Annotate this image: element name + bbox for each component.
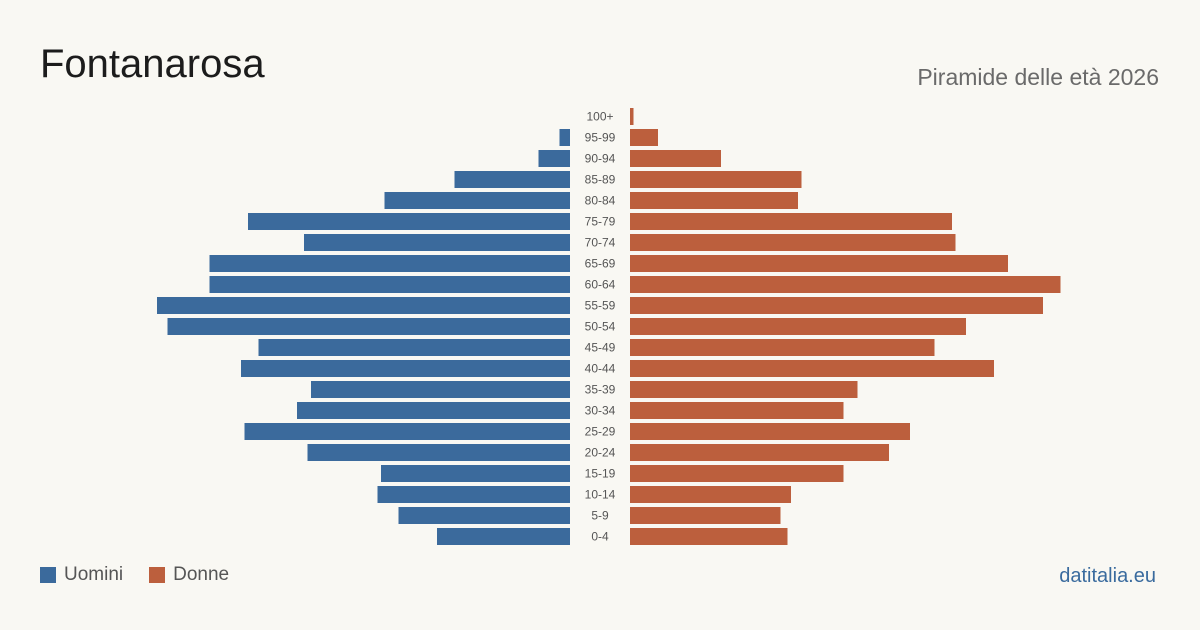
bar-women-25-29 <box>630 423 910 440</box>
bar-men-0-4 <box>437 528 570 545</box>
age-group-label: 50-54 <box>585 320 616 334</box>
bar-women-60-64 <box>630 276 1061 293</box>
age-group-label: 25-29 <box>585 425 616 439</box>
age-group-label: 20-24 <box>585 446 616 460</box>
age-group-label: 30-34 <box>585 404 616 418</box>
bar-men-15-19 <box>381 465 570 482</box>
bar-women-20-24 <box>630 444 889 461</box>
bar-women-30-34 <box>630 402 844 419</box>
bar-men-65-69 <box>209 255 570 272</box>
bar-women-100plus <box>630 108 634 125</box>
age-group-label: 45-49 <box>585 341 616 355</box>
bar-women-10-14 <box>630 486 791 503</box>
age-group-label: 40-44 <box>585 362 616 376</box>
bar-women-85-89 <box>630 171 802 188</box>
age-group-label: 5-9 <box>591 509 609 523</box>
bar-men-35-39 <box>311 381 570 398</box>
bar-men-25-29 <box>244 423 570 440</box>
age-group-label: 80-84 <box>585 194 616 208</box>
age-group-label: 55-59 <box>585 299 616 313</box>
age-group-label: 75-79 <box>585 215 616 229</box>
bar-men-75-79 <box>248 213 570 230</box>
bar-men-30-34 <box>297 402 570 419</box>
source-link[interactable]: datitalia.eu <box>1059 565 1156 587</box>
bar-men-80-84 <box>384 192 570 209</box>
bar-women-95-99 <box>630 129 658 146</box>
legend-item-men: Uomini <box>40 564 123 586</box>
bar-men-10-14 <box>377 486 570 503</box>
age-group-label: 85-89 <box>585 173 616 187</box>
age-group-label: 100+ <box>586 110 613 124</box>
bar-men-40-44 <box>241 360 570 377</box>
bar-women-45-49 <box>630 339 935 356</box>
legend-swatch-men <box>40 567 56 583</box>
age-group-label: 90-94 <box>585 152 616 166</box>
bar-women-35-39 <box>630 381 858 398</box>
legend-label-women: Donne <box>173 564 230 585</box>
bar-men-45-49 <box>258 339 570 356</box>
age-group-label: 95-99 <box>585 131 616 145</box>
bar-men-50-54 <box>167 318 570 335</box>
bar-men-20-24 <box>307 444 570 461</box>
bar-women-5-9 <box>630 507 781 524</box>
legend-swatch-women <box>149 567 166 583</box>
bar-men-5-9 <box>398 507 570 524</box>
bar-women-90-94 <box>630 150 721 167</box>
legend: Uomini Donne <box>40 564 229 586</box>
bar-women-80-84 <box>630 192 798 209</box>
bar-men-85-89 <box>454 171 570 188</box>
bar-men-90-94 <box>538 150 570 167</box>
bar-women-65-69 <box>630 255 1008 272</box>
bar-men-70-74 <box>304 234 570 251</box>
legend-item-women: Donne <box>149 564 229 586</box>
age-group-label: 15-19 <box>585 467 616 481</box>
chart-title: Fontanarosa <box>40 42 265 86</box>
bar-women-55-59 <box>630 297 1043 314</box>
bar-men-95-99 <box>559 129 570 146</box>
age-group-label: 10-14 <box>585 488 616 502</box>
age-group-label: 65-69 <box>585 257 616 271</box>
bar-women-15-19 <box>630 465 844 482</box>
age-group-label: 35-39 <box>585 383 616 397</box>
bar-men-60-64 <box>209 276 570 293</box>
bar-women-50-54 <box>630 318 966 335</box>
bar-women-70-74 <box>630 234 956 251</box>
chart-subtitle: Piramide delle età 2026 <box>917 64 1159 90</box>
age-group-label: 60-64 <box>585 278 616 292</box>
bar-women-75-79 <box>630 213 952 230</box>
bar-women-0-4 <box>630 528 788 545</box>
bar-women-40-44 <box>630 360 994 377</box>
age-group-label: 0-4 <box>591 530 609 544</box>
legend-label-men: Uomini <box>64 564 124 585</box>
age-group-label: 70-74 <box>585 236 616 250</box>
bar-men-55-59 <box>157 297 570 314</box>
